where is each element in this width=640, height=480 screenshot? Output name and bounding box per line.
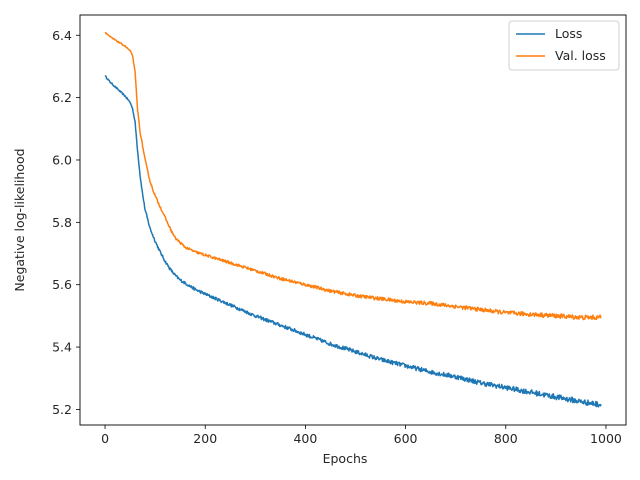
y-axis-title: Negative log-likelihood: [12, 148, 27, 291]
y-tick-label: 5.8: [52, 215, 72, 230]
series-line-loss: [104, 75, 602, 408]
x-tick-label: 400: [293, 431, 317, 446]
series-layer: [104, 31, 602, 408]
legend: Loss Val. loss: [508, 20, 620, 71]
x-axis-ticks: 0 200 400 600 800 1000: [101, 425, 622, 446]
x-tick-label: 0: [101, 431, 109, 446]
y-tick-label: 5.4: [52, 340, 72, 355]
x-axis-title: Epochs: [323, 451, 368, 466]
y-tick-label: 6.2: [52, 90, 72, 105]
y-tick-label: 5.2: [52, 402, 72, 417]
plot-area: [79, 14, 627, 426]
x-tick-label: 200: [193, 431, 217, 446]
y-tick-label: 5.6: [52, 277, 72, 292]
y-tick-label: 6.4: [52, 28, 72, 43]
series-line-val-loss: [104, 31, 602, 321]
legend-label-val-loss: Val. loss: [555, 48, 606, 63]
x-tick-label: 1000: [590, 431, 622, 446]
x-tick-label: 800: [494, 431, 518, 446]
legend-label-loss: Loss: [555, 26, 582, 41]
x-tick-label: 600: [394, 431, 418, 446]
y-tick-label: 6.0: [52, 152, 72, 167]
y-axis-ticks: 5.2 5.4 5.6 5.8 6.0 6.2 6.4: [52, 28, 80, 417]
